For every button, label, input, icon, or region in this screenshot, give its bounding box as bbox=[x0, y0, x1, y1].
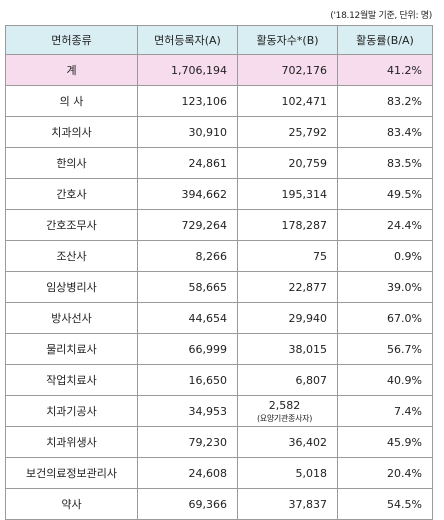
activity-rate-cell: 7.4% bbox=[337, 395, 433, 427]
active-cell: 178,287 bbox=[237, 209, 338, 241]
activity-rate-cell: 83.4% bbox=[337, 116, 433, 148]
registered-cell: 34,953 bbox=[137, 395, 238, 427]
registered-cell: 394,662 bbox=[137, 178, 238, 210]
registered-cell: 44,654 bbox=[137, 302, 238, 334]
activity-rate-cell: 0.9% bbox=[337, 240, 433, 272]
activity-rate-cell: 54.5% bbox=[337, 488, 433, 520]
license-type-cell: 한의사 bbox=[5, 147, 138, 179]
registered-cell: 58,665 bbox=[137, 271, 238, 303]
header-activity-rate: 활동률(B/A) bbox=[337, 25, 433, 55]
active-cell: 195,314 bbox=[237, 178, 338, 210]
license-activity-table: 면허종류 면허등록자(A) 활동자수*(B) 활동률(B/A) 계 1,706,1… bbox=[5, 25, 433, 520]
registered-cell: 729,264 bbox=[137, 209, 238, 241]
license-type-cell: 의 사 bbox=[5, 85, 138, 117]
header-registered: 면허등록자(A) bbox=[137, 25, 238, 55]
registered-cell: 1,706,194 bbox=[137, 54, 238, 86]
active-cell: 37,837 bbox=[237, 488, 338, 520]
license-type-cell: 간호조무사 bbox=[5, 209, 138, 241]
active-cell: 36,402 bbox=[237, 426, 338, 458]
active-cell: 75 bbox=[237, 240, 338, 272]
active-cell: 5,018 bbox=[237, 457, 338, 489]
table-row: 한의사 24,861 20,759 83.5% bbox=[5, 147, 433, 179]
active-cell: 22,877 bbox=[237, 271, 338, 303]
activity-rate-cell: 56.7% bbox=[337, 333, 433, 365]
registered-cell: 30,910 bbox=[137, 116, 238, 148]
registered-cell: 24,608 bbox=[137, 457, 238, 489]
active-cell: 25,792 bbox=[237, 116, 338, 148]
license-type-cell: 물리치료사 bbox=[5, 333, 138, 365]
license-type-cell: 간호사 bbox=[5, 178, 138, 210]
registered-cell: 79,230 bbox=[137, 426, 238, 458]
activity-rate-cell: 67.0% bbox=[337, 302, 433, 334]
table-row: 작업치료사 16,650 6,807 40.9% bbox=[5, 364, 433, 396]
table-row: 보건의료정보관리사 24,608 5,018 20.4% bbox=[5, 457, 433, 489]
registered-cell: 16,650 bbox=[137, 364, 238, 396]
license-type-cell: 작업치료사 bbox=[5, 364, 138, 396]
unit-note: ('18.12월말 기준, 단위: 명) bbox=[330, 11, 432, 21]
active-cell: 38,015 bbox=[237, 333, 338, 365]
table-row: 간호조무사 729,264 178,287 24.4% bbox=[5, 209, 433, 241]
header-active: 활동자수*(B) bbox=[237, 25, 338, 55]
active-cell: 6,807 bbox=[237, 364, 338, 396]
table-body: 계 1,706,194 702,176 41.2% 의 사 123,106 102,471 8… bbox=[5, 54, 433, 520]
license-type-cell: 보건의료정보관리사 bbox=[5, 457, 138, 489]
activity-rate-cell: 40.9% bbox=[337, 364, 433, 396]
activity-rate-cell: 24.4% bbox=[337, 209, 433, 241]
license-type-cell: 방사선사 bbox=[5, 302, 138, 334]
table-row: 치과위생사 79,230 36,402 45.9% bbox=[5, 426, 433, 458]
activity-rate-cell: 39.0% bbox=[337, 271, 433, 303]
activity-rate-cell: 49.5% bbox=[337, 178, 433, 210]
license-type-cell: 임상병리사 bbox=[5, 271, 138, 303]
active-cell: 702,176 bbox=[237, 54, 338, 86]
table-row: 조산사 8,266 75 0.9% bbox=[5, 240, 433, 272]
table-row: 방사선사 44,654 29,940 67.0% bbox=[5, 302, 433, 334]
header-license-type: 면허종류 bbox=[5, 25, 138, 55]
active-value: 2,582 bbox=[268, 398, 301, 412]
total-row: 계 1,706,194 702,176 41.2% bbox=[5, 54, 433, 86]
activity-rate-cell: 83.2% bbox=[337, 85, 433, 117]
registered-cell: 123,106 bbox=[137, 85, 238, 117]
table-row: 약사 69,366 37,837 54.5% bbox=[5, 488, 433, 520]
active-cell: 2,582 (요양기관종사자) bbox=[237, 395, 338, 427]
active-note: (요양기관종사자) bbox=[256, 413, 313, 423]
registered-cell: 69,366 bbox=[137, 488, 238, 520]
active-cell: 29,940 bbox=[237, 302, 338, 334]
license-type-cell: 치과의사 bbox=[5, 116, 138, 148]
activity-rate-cell: 45.9% bbox=[337, 426, 433, 458]
header-row: 면허종류 면허등록자(A) 활동자수*(B) 활동률(B/A) bbox=[5, 25, 433, 55]
license-type-cell: 약사 bbox=[5, 488, 138, 520]
registered-cell: 8,266 bbox=[137, 240, 238, 272]
license-type-cell: 조산사 bbox=[5, 240, 138, 272]
registered-cell: 24,861 bbox=[137, 147, 238, 179]
registered-cell: 66,999 bbox=[137, 333, 238, 365]
license-type-cell: 치과기공사 bbox=[5, 395, 138, 427]
active-cell: 102,471 bbox=[237, 85, 338, 117]
table-row: 치과의사 30,910 25,792 83.4% bbox=[5, 116, 433, 148]
activity-rate-cell: 20.4% bbox=[337, 457, 433, 489]
activity-rate-cell: 83.5% bbox=[337, 147, 433, 179]
license-type-cell: 계 bbox=[5, 54, 138, 86]
table-row: 임상병리사 58,665 22,877 39.0% bbox=[5, 271, 433, 303]
activity-rate-cell: 41.2% bbox=[337, 54, 433, 86]
table-row: 물리치료사 66,999 38,015 56.7% bbox=[5, 333, 433, 365]
table-row: 의 사 123,106 102,471 83.2% bbox=[5, 85, 433, 117]
active-cell: 20,759 bbox=[237, 147, 338, 179]
table-row: 간호사 394,662 195,314 49.5% bbox=[5, 178, 433, 210]
table-row: 치과기공사 34,953 2,582 (요양기관종사자) 7.4% bbox=[5, 395, 433, 427]
license-type-cell: 치과위생사 bbox=[5, 426, 138, 458]
